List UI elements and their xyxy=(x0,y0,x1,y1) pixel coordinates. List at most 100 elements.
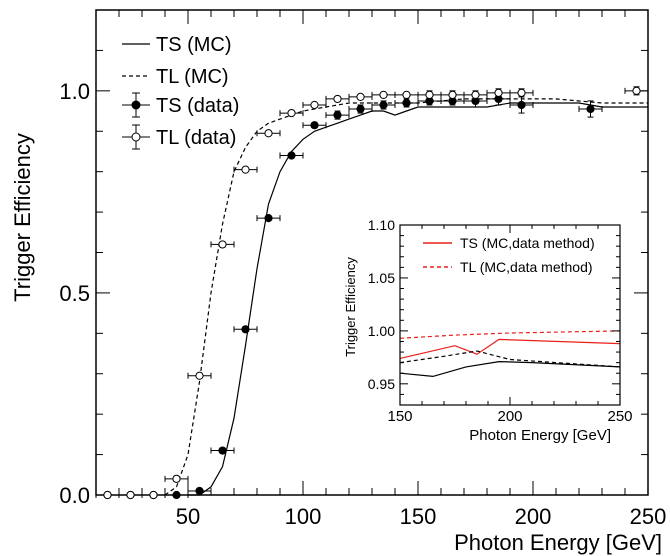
tl-data-marker xyxy=(448,90,457,99)
ts-data-marker xyxy=(218,446,227,455)
inset-reference-solid-curve xyxy=(399,360,621,378)
tl-data-marker xyxy=(264,129,273,138)
tl-data-point xyxy=(509,88,534,98)
tl-data-marker xyxy=(379,90,388,99)
legend-label: TS (MC) xyxy=(156,34,232,56)
tl-data-point xyxy=(187,371,212,380)
tl-data-marker xyxy=(494,88,503,97)
ts-data-marker xyxy=(517,100,526,110)
tl-data-point xyxy=(233,165,258,174)
tl-data-point xyxy=(394,90,419,99)
ts-data-point xyxy=(210,446,235,455)
inset-y-axis-label: Trigger Efficiency xyxy=(343,257,358,357)
ts-data-point xyxy=(578,100,603,118)
tl-data-marker xyxy=(310,100,319,110)
tl-data-marker xyxy=(287,108,296,118)
x-axis-label: Photon Energy [GeV] xyxy=(454,530,662,555)
tl-data-marker xyxy=(126,490,135,500)
tl-data-marker xyxy=(218,240,227,249)
ts-data-marker xyxy=(356,104,365,114)
main-legend: TS (MC) TL (MC) TS (data) TL (data) xyxy=(122,34,239,150)
legend-label: TL (data) xyxy=(156,127,236,149)
ts-data-point xyxy=(371,100,396,110)
tl-data-marker xyxy=(149,490,158,500)
tl-data-marker xyxy=(195,371,204,380)
main-axis-ticks: 50 100 150 200 250 0.0 0.5 1.0 xyxy=(59,10,666,529)
tl-data-point xyxy=(417,90,442,100)
ts-data-point xyxy=(279,151,304,160)
inset-x-tick-label: 200 xyxy=(497,408,522,425)
tl-data-point xyxy=(279,108,304,118)
ts-data-marker xyxy=(195,486,204,496)
tl-data-point xyxy=(256,129,281,138)
tl-data-marker xyxy=(471,90,480,99)
legend-entry-tl-mc: TL (MC) xyxy=(122,66,229,88)
ts-data-point xyxy=(233,325,258,334)
x-tick-label: 250 xyxy=(630,504,667,529)
tl-data-marker xyxy=(517,88,526,97)
inset-x-axis-label: Photon Energy [GeV] xyxy=(469,427,611,444)
main-series xyxy=(95,86,649,500)
inset-x-tick-label: 150 xyxy=(387,408,412,425)
y-tick-label: 0.5 xyxy=(59,281,90,306)
tl-data-marker xyxy=(402,90,411,99)
ts-data-point xyxy=(394,98,419,108)
inset-legend-entry-tl-mc-data-method: TL (MC,data method) xyxy=(423,259,593,275)
y-tick-label: 1.0 xyxy=(59,79,90,104)
ts-data-point xyxy=(348,104,373,114)
legend-entry-ts-mc: TS (MC) xyxy=(122,34,232,56)
tl-data-point xyxy=(95,490,120,500)
tl-data-marker xyxy=(356,92,365,101)
x-tick-label: 200 xyxy=(515,504,552,529)
legend-label: TS (data) xyxy=(156,95,239,117)
ts-data-marker xyxy=(287,151,296,160)
tl-data-point xyxy=(302,100,327,110)
x-tick-label: 150 xyxy=(400,504,437,529)
inset-legend-entry-ts-mc-data-method: TS (MC,data method) xyxy=(423,235,595,251)
y-tick-label: 0.0 xyxy=(59,483,90,508)
ts-data-point xyxy=(325,110,350,120)
tl-data-point xyxy=(141,490,166,500)
tl-data-point xyxy=(348,92,373,101)
x-tick-label: 50 xyxy=(176,504,200,529)
tl-data-point xyxy=(325,94,350,104)
main-plot: 50 100 150 200 250 0.0 0.5 1.0 Trigger Efficien… xyxy=(10,9,666,555)
ts-data-point xyxy=(256,214,281,223)
ts-data-marker xyxy=(264,214,273,223)
tl-data-point xyxy=(118,490,143,500)
ts-data-marker xyxy=(586,104,595,114)
inset-y-tick-label: 0.95 xyxy=(368,376,395,392)
inset-legend-label: TS (MC,data method) xyxy=(460,235,595,251)
inset-plot: 150 200 250 0.95 1.00 1.05 1.10 Trigger Effici… xyxy=(338,212,634,452)
inset-series xyxy=(399,330,621,378)
tl-data-marker xyxy=(241,165,250,174)
tl-data-marker xyxy=(333,94,342,104)
tl-data-point xyxy=(371,90,396,99)
ts-data-marker xyxy=(402,98,411,108)
ts-data-marker xyxy=(241,325,250,334)
ts-data-marker xyxy=(172,490,181,500)
tl-data-point xyxy=(486,88,511,98)
ts-data-point xyxy=(164,490,189,500)
inset-legend-label: TL (MC,data method) xyxy=(460,259,593,275)
inset-y-tick-label: 1.00 xyxy=(368,323,395,339)
legend-label: TL (MC) xyxy=(156,66,229,88)
legend-entry-ts-data: TS (data) xyxy=(122,92,239,118)
inset-x-tick-label: 250 xyxy=(607,408,632,425)
legend-swatch-marker xyxy=(131,100,141,110)
tl-data-point xyxy=(624,86,649,96)
ts-data-marker xyxy=(333,110,342,120)
legend-entry-tl-data: TL (data) xyxy=(122,124,236,150)
legend-swatch-marker xyxy=(131,132,141,142)
y-axis-label: Trigger Efficiency xyxy=(10,133,35,302)
tl-data-point xyxy=(210,240,235,249)
tl-data-marker xyxy=(172,474,181,483)
ts-data-marker xyxy=(379,100,388,110)
inset-legend: TS (MC,data method) TL (MC,data method) xyxy=(423,235,595,275)
inset-axis-ticks: 150 200 250 0.95 1.00 1.05 1.10 xyxy=(368,217,633,425)
tl-data-point xyxy=(440,90,465,100)
inset-y-tick-label: 1.10 xyxy=(368,217,395,233)
ts-data-marker xyxy=(310,121,319,130)
ts-mc-curve xyxy=(188,102,648,496)
